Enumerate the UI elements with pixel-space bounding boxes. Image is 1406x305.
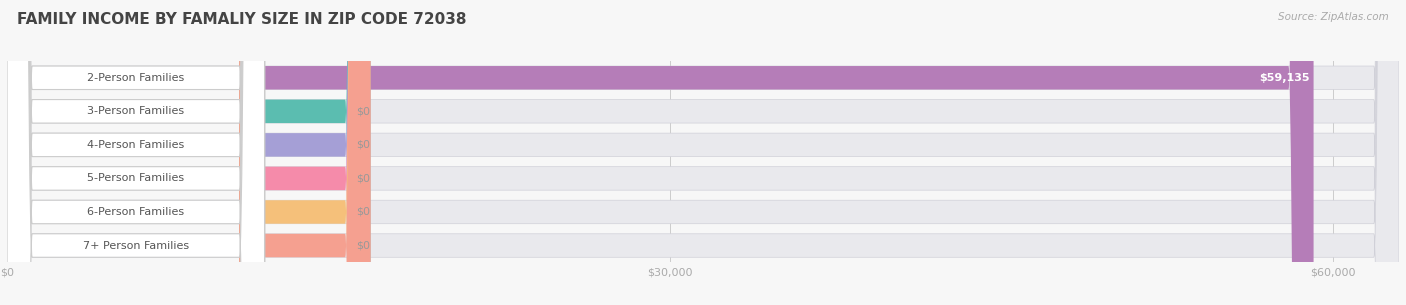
FancyBboxPatch shape xyxy=(7,0,1399,305)
FancyBboxPatch shape xyxy=(7,0,264,305)
Text: $0: $0 xyxy=(356,106,370,116)
Text: $0: $0 xyxy=(356,140,370,150)
FancyBboxPatch shape xyxy=(7,0,264,305)
Text: FAMILY INCOME BY FAMALIY SIZE IN ZIP CODE 72038: FAMILY INCOME BY FAMALIY SIZE IN ZIP COD… xyxy=(17,12,467,27)
Text: 2-Person Families: 2-Person Families xyxy=(87,73,184,83)
FancyBboxPatch shape xyxy=(7,0,1399,305)
Text: 4-Person Families: 4-Person Families xyxy=(87,140,184,150)
Text: $59,135: $59,135 xyxy=(1258,73,1309,83)
FancyBboxPatch shape xyxy=(7,0,264,305)
FancyBboxPatch shape xyxy=(239,0,370,305)
Text: 3-Person Families: 3-Person Families xyxy=(87,106,184,116)
Text: 5-Person Families: 5-Person Families xyxy=(87,174,184,183)
Text: $0: $0 xyxy=(356,174,370,183)
FancyBboxPatch shape xyxy=(7,0,264,305)
FancyBboxPatch shape xyxy=(239,0,370,305)
FancyBboxPatch shape xyxy=(239,0,370,305)
Text: Source: ZipAtlas.com: Source: ZipAtlas.com xyxy=(1278,12,1389,22)
FancyBboxPatch shape xyxy=(7,0,1399,305)
FancyBboxPatch shape xyxy=(7,0,264,305)
Text: $0: $0 xyxy=(356,207,370,217)
FancyBboxPatch shape xyxy=(239,0,370,305)
FancyBboxPatch shape xyxy=(239,0,370,305)
FancyBboxPatch shape xyxy=(7,0,1399,305)
FancyBboxPatch shape xyxy=(7,0,1399,305)
Text: 6-Person Families: 6-Person Families xyxy=(87,207,184,217)
FancyBboxPatch shape xyxy=(7,0,1399,305)
Text: 7+ Person Families: 7+ Person Families xyxy=(83,241,188,250)
FancyBboxPatch shape xyxy=(7,0,1313,305)
Text: $0: $0 xyxy=(356,241,370,250)
FancyBboxPatch shape xyxy=(7,0,264,305)
